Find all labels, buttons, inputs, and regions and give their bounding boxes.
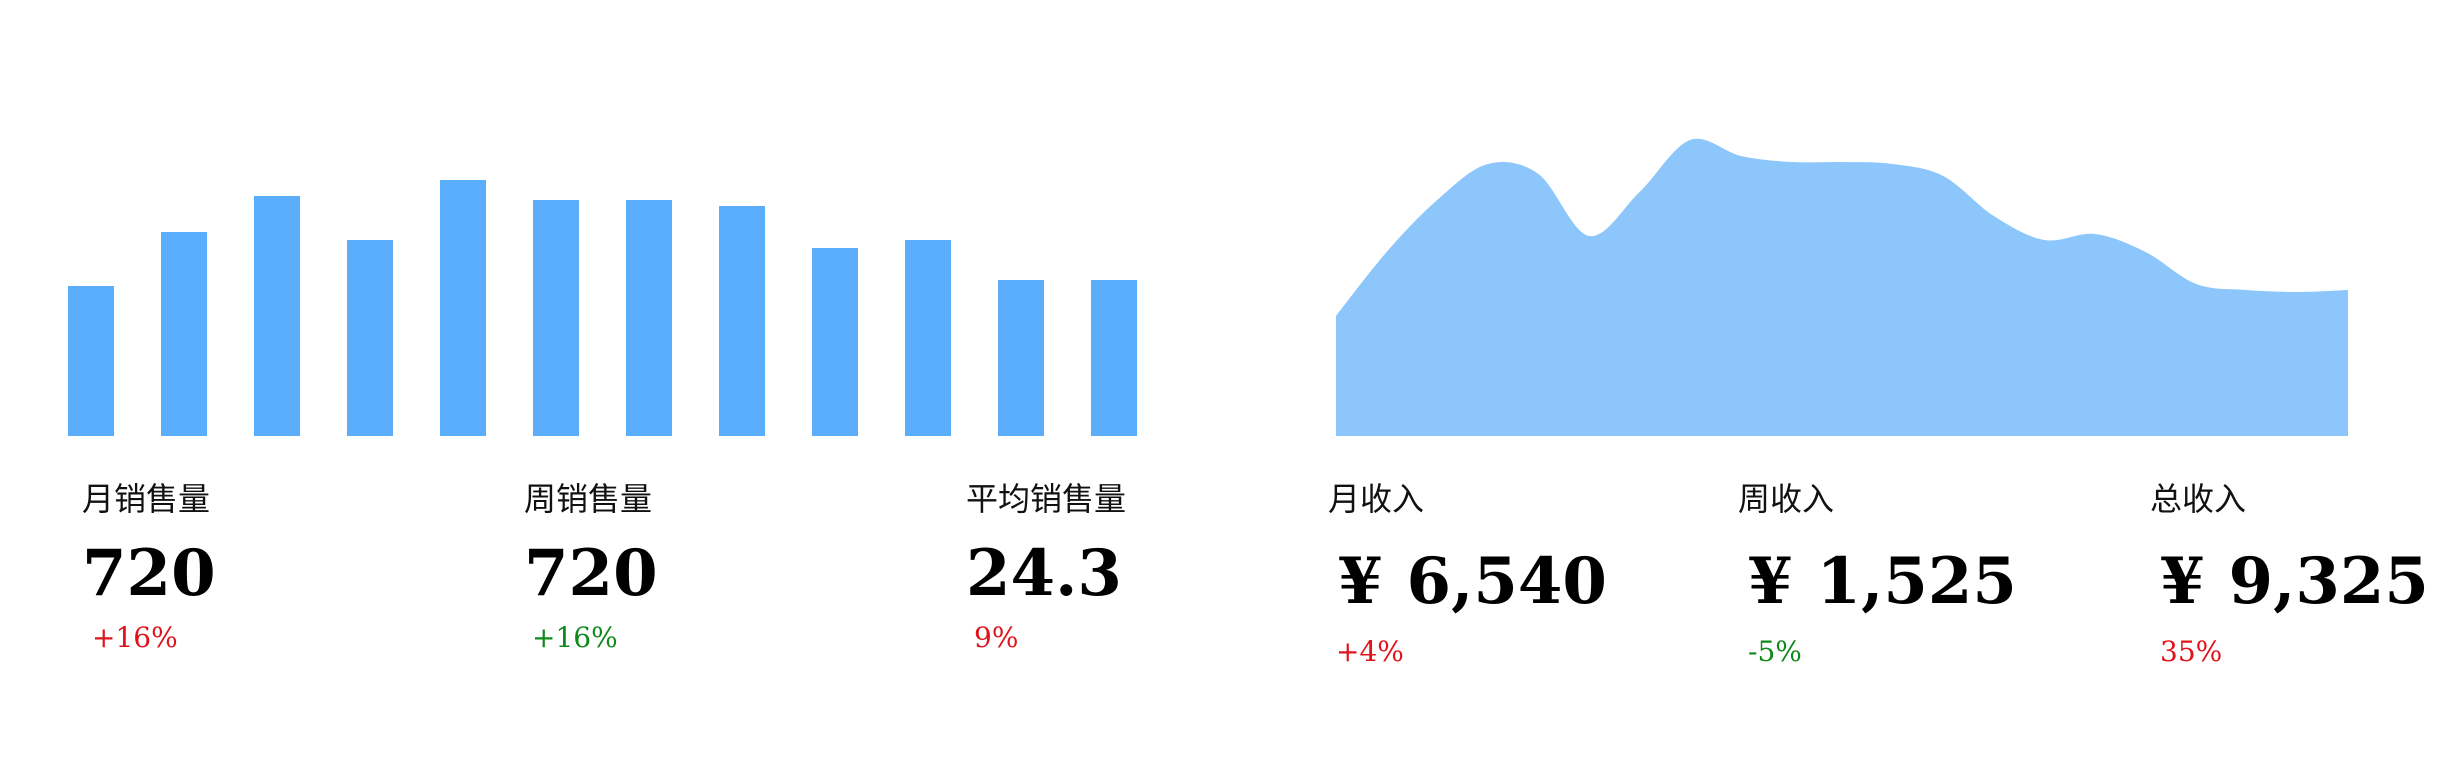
stat-change: +16% [92,621,178,654]
stat-change: +16% [532,621,618,654]
currency-symbol: ¥ [2160,544,2205,619]
stat-weekly-sales: 周销售量 720 +16% [524,474,884,654]
stat-value: ¥6,540 [1338,544,1688,619]
stat-weekly-income: 周收入 ¥1,525 -5% [1738,474,2098,668]
stat-label: 平均销售量 [966,480,1127,518]
stat-label: 周收入 [1738,480,1835,518]
stat-amount: 1,525 [1816,544,2017,619]
stat-change: 9% [974,621,1019,654]
stat-label: 月收入 [1328,480,1425,518]
stat-label: 周销售量 [524,480,653,518]
bar-2 [161,232,207,436]
bar-12 [1091,280,1137,436]
bar-8 [719,206,765,436]
stat-value: 720 [524,536,658,611]
income-area-series [1336,138,2348,436]
bar-10 [905,240,951,436]
bar-1 [68,286,114,436]
income-panel: 月收入 ¥6,540 +4% 周收入 ¥1,525 -5% 总收入 ¥9,325… [1224,0,2448,758]
stat-value: ¥9,325 [2160,544,2448,619]
stat-monthly-income: 月收入 ¥6,540 +4% [1328,474,1688,668]
stat-change: -5% [1748,635,1802,668]
stat-label: 总收入 [2150,480,2247,518]
currency-symbol: ¥ [1748,544,1793,619]
income-area-chart [1336,138,2348,436]
bar-3 [254,196,300,436]
stat-average-sales: 平均销售量 24.3 9% [966,474,1326,654]
bar-9 [812,248,858,436]
bar-5 [440,180,486,436]
currency-symbol: ¥ [1338,544,1383,619]
bar-6 [533,200,579,436]
monthly-sales-bar-chart [68,180,1137,436]
stat-value: ¥1,525 [1748,544,2098,619]
sales-panel: 月销售量 720 +16% 周销售量 720 +16% 平均销售量 24.3 9… [68,180,1137,654]
stat-label: 月销售量 [82,480,211,518]
stat-value: 24.3 [966,536,1122,611]
bar-4 [347,240,393,436]
bar-11 [998,280,1044,436]
bar-7 [626,200,672,436]
stat-amount: 6,540 [1406,544,1607,619]
stat-change: +4% [1336,635,1404,668]
stat-amount: 9,325 [2228,544,2429,619]
stat-total-income: 总收入 ¥9,325 35% [2150,474,2448,668]
stat-change: 35% [2160,635,2223,668]
stat-monthly-sales: 月销售量 720 +16% [82,474,442,654]
stat-value: 720 [82,536,216,611]
